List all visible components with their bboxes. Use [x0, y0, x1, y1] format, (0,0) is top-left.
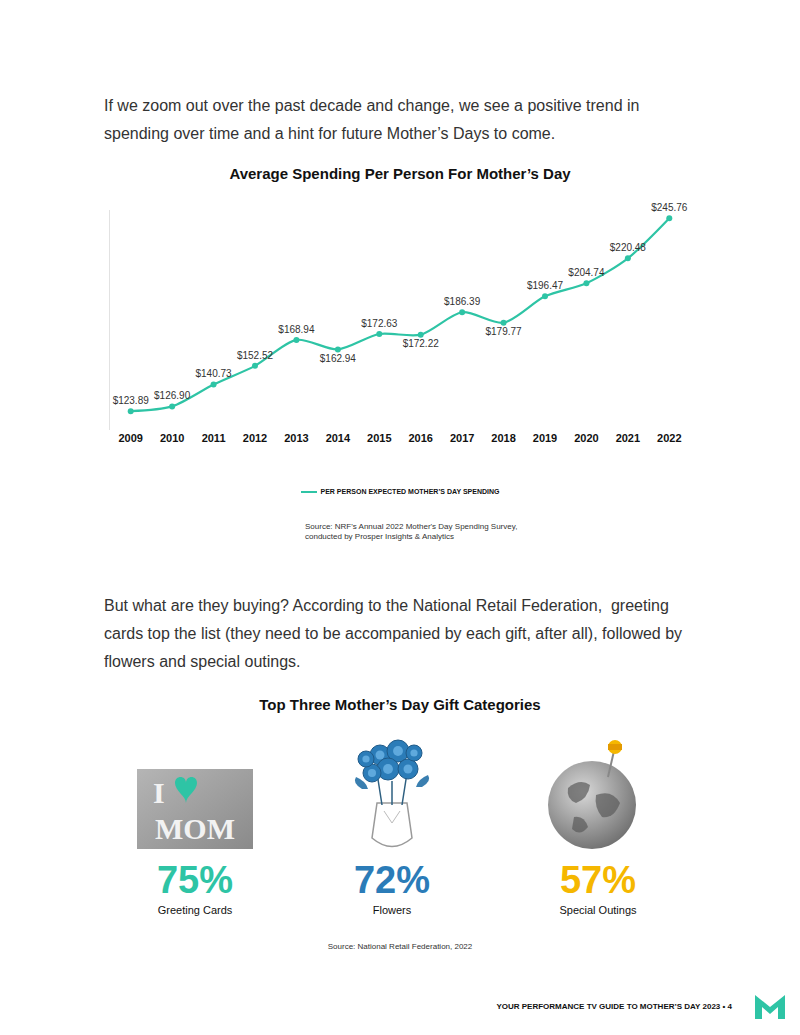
- html-text:72%: 72%: [354, 859, 430, 901]
- html-text:75%: 75%: [157, 859, 233, 901]
- svg-text:$123.89: $123.89: [113, 395, 150, 406]
- svg-text:2018: 2018: [491, 432, 515, 444]
- html-text:PER PERSON EXPECTED MOTHER’S D: PER PERSON EXPECTED MOTHER’S DAY SPENDIN…: [320, 488, 500, 496]
- html-text:Greeting Cards: Greeting Cards: [157, 904, 233, 916]
- svg-text:$245.76: $245.76: [651, 202, 688, 213]
- html-text:Average Spending Per Person Fo: Average Spending Per Person For Mother’s…: [229, 165, 571, 182]
- html-text:Flowers: Flowers: [372, 904, 412, 916]
- html-text:57%: 57%: [560, 859, 636, 901]
- svg-text:2010: 2010: [160, 432, 184, 444]
- svg-text:2013: 2013: [284, 432, 308, 444]
- svg-text:2020: 2020: [574, 432, 598, 444]
- html-text:Special Outings: Special Outings: [559, 904, 637, 916]
- html-text:Source: NRF's Annual 2022 Moth: Source: NRF's Annual 2022 Mother's Day S…: [305, 522, 518, 541]
- html-text:Top Three Mother’s Day Gift Ca: Top Three Mother’s Day Gift Categories: [259, 696, 541, 713]
- svg-text:$220.48: $220.48: [610, 242, 647, 253]
- svg-text:2011: 2011: [202, 432, 226, 444]
- svg-text:$152.52: $152.52: [237, 350, 274, 361]
- svg-text:$140.73: $140.73: [195, 368, 232, 379]
- svg-text:2015: 2015: [367, 432, 391, 444]
- svg-text:$196.47: $196.47: [527, 280, 564, 291]
- svg-text:$172.22: $172.22: [403, 338, 440, 349]
- svg-text:$162.94: $162.94: [320, 353, 357, 364]
- svg-text:2021: 2021: [616, 432, 640, 444]
- svg-text:$204.74: $204.74: [568, 267, 605, 278]
- svg-text:2009: 2009: [118, 432, 142, 444]
- svg-text:MOM: MOM: [155, 812, 235, 845]
- svg-text:2014: 2014: [326, 432, 351, 444]
- svg-text:$179.77: $179.77: [485, 326, 522, 337]
- html-text:But what are they buying? Acco: But what are they buying? According to t…: [104, 597, 687, 670]
- svg-text:$168.94: $168.94: [278, 324, 315, 335]
- svg-text:$126.90: $126.90: [154, 390, 191, 401]
- svg-text:2012: 2012: [243, 432, 267, 444]
- svg-text:2022: 2022: [657, 432, 681, 444]
- svg-text:2017: 2017: [450, 432, 474, 444]
- svg-text:I: I: [153, 776, 165, 809]
- svg-text:2019: 2019: [533, 432, 557, 444]
- html-text:If we zoom out over the past d: If we zoom out over the past decade and …: [104, 97, 644, 142]
- html-text:Source: National Retail Federa: Source: National Retail Federation, 2022: [327, 942, 473, 951]
- svg-text:$186.39: $186.39: [444, 296, 481, 307]
- html-text:YOUR PERFORMANCE TV GUIDE TO M: YOUR PERFORMANCE TV GUIDE TO MOTHER’S DA…: [496, 1002, 732, 1011]
- svg-text:2016: 2016: [408, 432, 432, 444]
- svg-text:$172.63: $172.63: [361, 318, 398, 329]
